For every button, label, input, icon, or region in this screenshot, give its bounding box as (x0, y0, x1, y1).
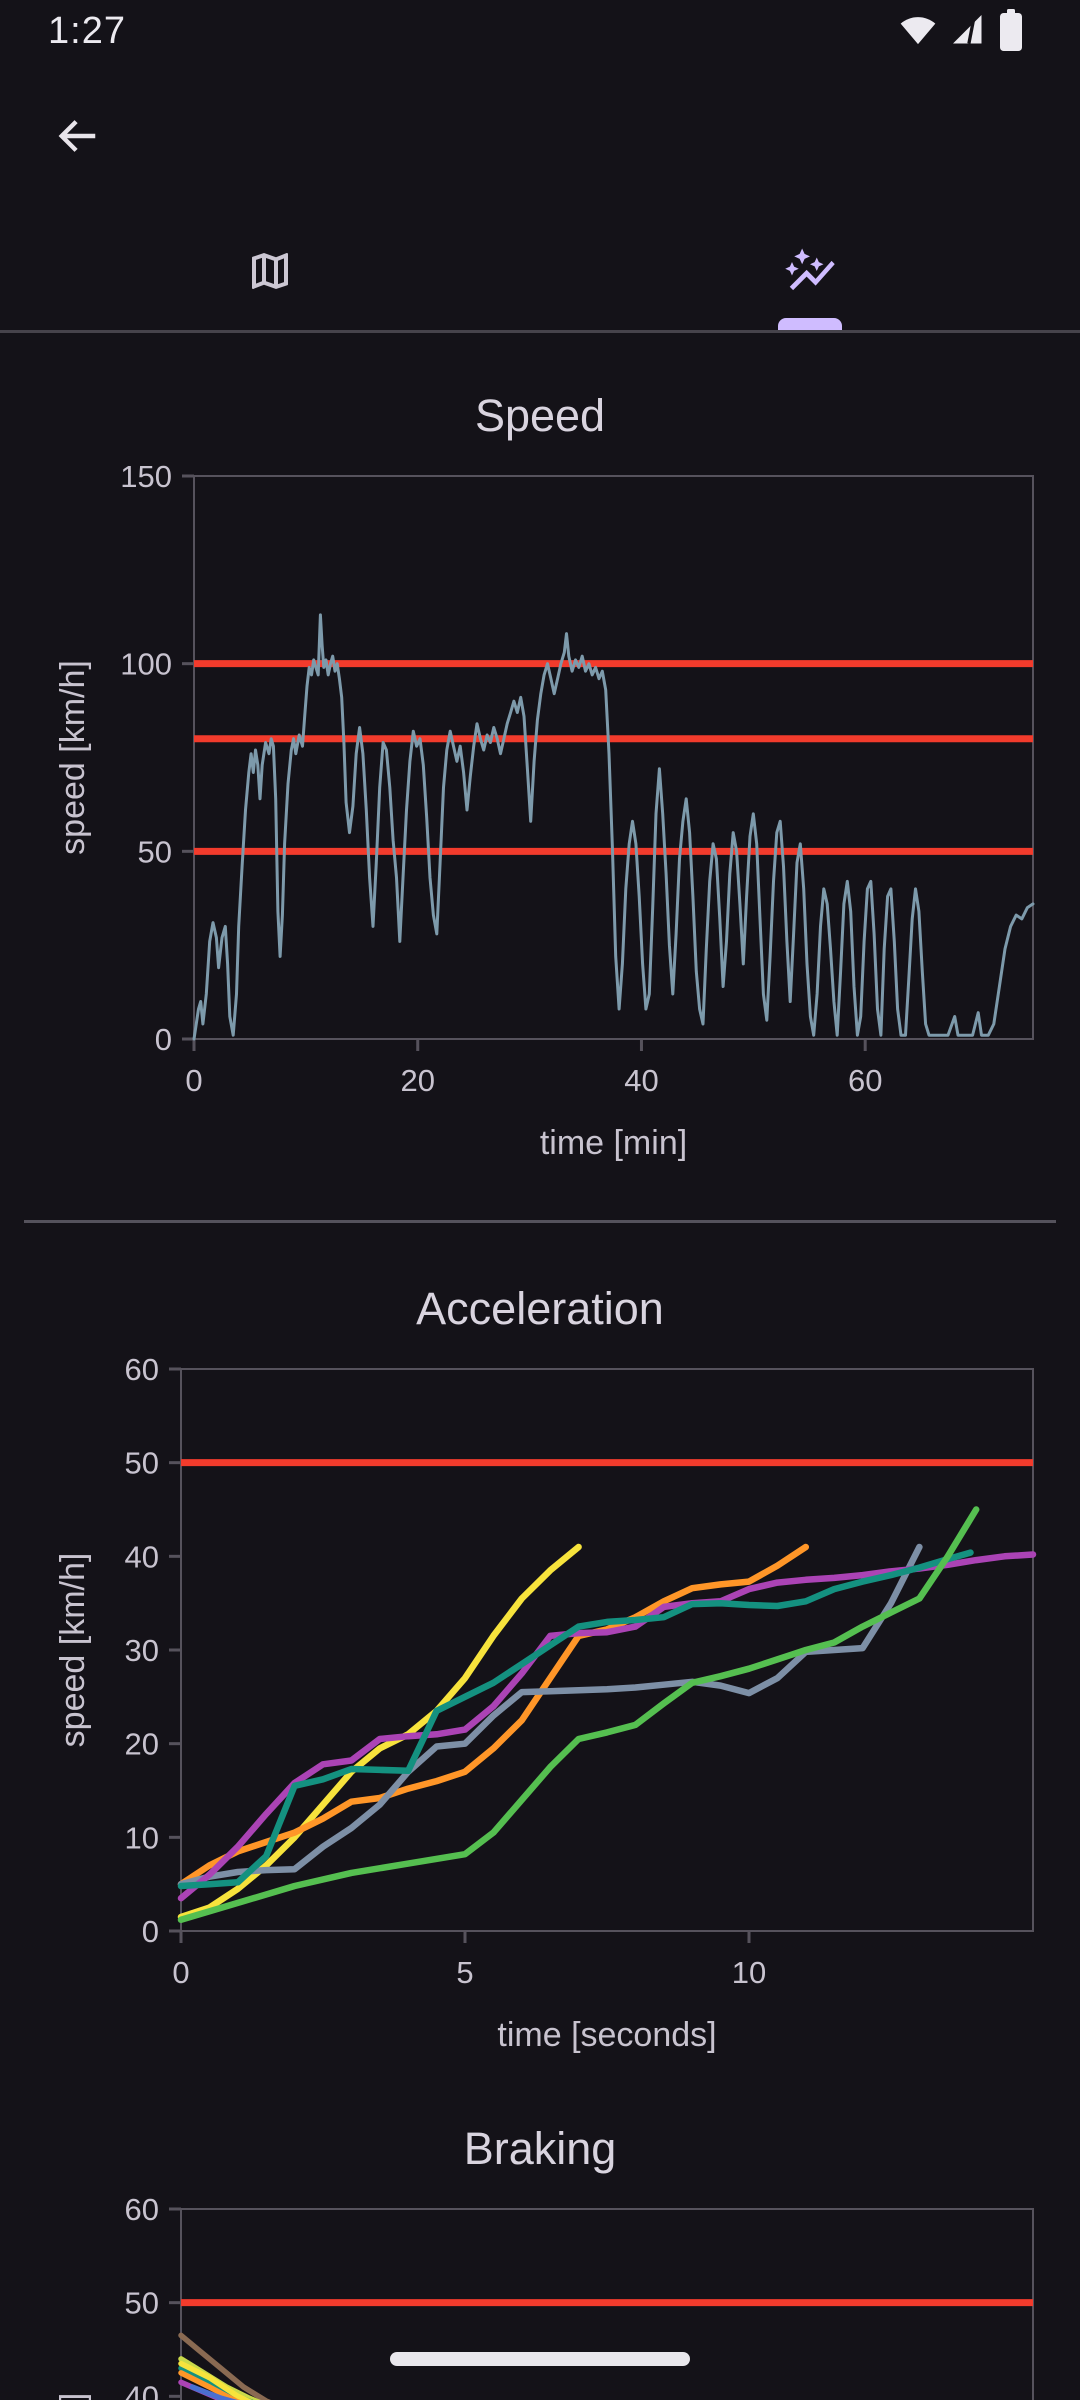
tab-map[interactable] (0, 214, 540, 332)
y-tick-label: 150 (120, 459, 172, 494)
y-tick-label: 60 (125, 1352, 159, 1387)
x-axis-title: time [min] (540, 1124, 687, 1162)
plot-border (180, 1368, 1034, 1932)
cellular-signal-icon (950, 12, 986, 53)
gesture-handle[interactable] (390, 2352, 690, 2366)
plot-border (193, 475, 1034, 1040)
series-line (178, 2332, 271, 2400)
status-icons (898, 8, 1024, 57)
y-tick-label: 50 (138, 834, 172, 869)
series-line (177, 1549, 974, 1890)
wifi-icon (898, 10, 938, 55)
tab-bar-divider (0, 330, 1080, 333)
back-button[interactable] (44, 103, 112, 171)
x-axis-title: time [seconds] (497, 2016, 716, 2054)
speed-chart-title: Speed (474, 390, 606, 441)
tab-bar (0, 214, 1080, 332)
battery-icon (998, 8, 1024, 57)
x-tick-label: 60 (848, 1063, 882, 1098)
x-tick-label: 10 (732, 1955, 766, 1990)
acceleration-chart-title: Acceleration (416, 1283, 664, 1334)
y-tick-label: 0 (155, 1022, 172, 1057)
status-clock: 1:27 (48, 10, 126, 52)
y-tick-label: 40 (125, 2379, 159, 2400)
x-tick-label: 20 (400, 1063, 434, 1098)
series-line (177, 1543, 923, 1888)
arrow-back-icon (55, 113, 101, 162)
y-tick-label: 50 (125, 1446, 159, 1481)
map-icon (246, 247, 294, 300)
braking-chart[interactable]: 40 50 60 speed [km/h] (0, 2170, 1080, 2400)
series-line (177, 1543, 810, 1888)
series-line (192, 613, 1035, 1041)
y-tick-label: 10 (125, 1820, 159, 1855)
series-line (178, 2370, 241, 2400)
y-tick-label: 20 (125, 1727, 159, 1762)
active-tab-indicator (778, 318, 842, 332)
speed-chart[interactable]: 0 50 100 150 0 20 40 60 time [min] speed [km/h] (0, 440, 1080, 1170)
y-axis-title: speed [km/h] (54, 660, 92, 855)
y-tick-label: 60 (125, 2192, 159, 2227)
y-tick-label: 100 (120, 647, 172, 682)
series-line (177, 1506, 980, 1924)
status-bar: 1:27 (0, 0, 1080, 64)
section-divider (24, 1220, 1056, 1223)
series-line (177, 1543, 582, 1921)
y-tick-label: 50 (125, 2286, 159, 2321)
x-tick-label: 0 (185, 1063, 202, 1098)
auto-graph-icon (783, 244, 837, 303)
acceleration-chart[interactable]: 0 10 20 30 40 50 60 0 5 10 time [seconds] speed [km… (0, 1340, 1080, 2070)
y-tick-label: 0 (142, 1914, 159, 1949)
plot-border (180, 2208, 1034, 2400)
x-tick-label: 5 (456, 1955, 473, 1990)
tab-statistics[interactable] (540, 214, 1080, 332)
series-line (178, 2360, 253, 2400)
y-tick-label: 30 (125, 1633, 159, 1668)
series-line (177, 1551, 1037, 1902)
series-line (189, 2384, 238, 2400)
y-axis-title: speed [km/h] (54, 2393, 92, 2400)
y-tick-label: 40 (125, 1539, 159, 1574)
braking-chart-title: Braking (463, 2123, 617, 2174)
y-axis-title: speed [km/h] (54, 1553, 92, 1748)
x-tick-label: 40 (624, 1063, 658, 1098)
x-tick-label: 0 (172, 1955, 189, 1990)
